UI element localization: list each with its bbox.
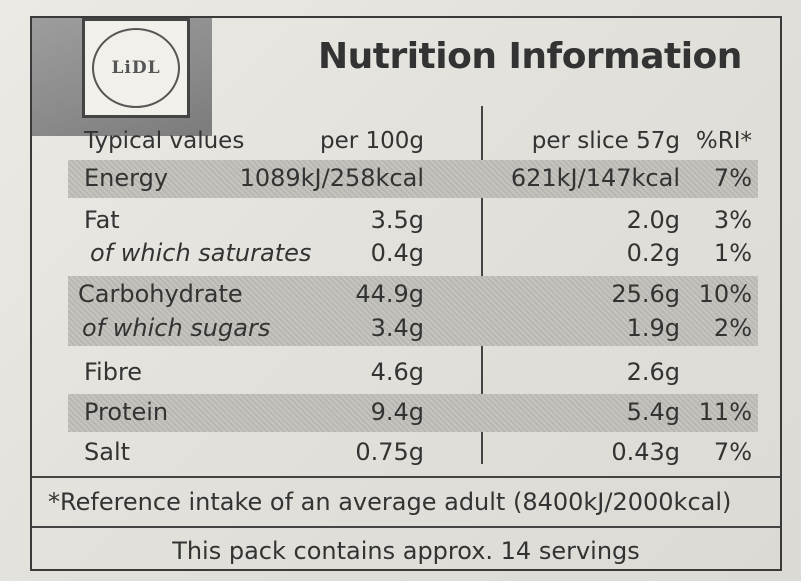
row-per-slice: 5.4g <box>626 398 680 426</box>
header-per-100g: per 100g <box>319 128 424 154</box>
nutrition-table: Typical values per 100g per slice 57g %R… <box>68 106 758 484</box>
table-row-carbohydrate: Carbohydrate 44.9g 25.6g 10% <box>68 276 758 346</box>
row-label: Salt <box>84 438 131 466</box>
row-label: Protein <box>84 398 169 426</box>
row-label: of which saturates <box>90 239 312 267</box>
table-row-sugars: of which sugars 3.4g 1.9g 2% <box>68 310 758 348</box>
row-per-slice: 1.9g <box>626 314 680 342</box>
row-label: Carbohydrate <box>78 280 243 308</box>
row-ri: 10% <box>698 280 752 308</box>
lidl-logo: LiDL <box>82 18 190 118</box>
table-header-row: Typical values per 100g per slice 57g %R… <box>68 124 758 162</box>
row-label: Fibre <box>84 358 143 386</box>
row-label: Energy <box>84 164 169 192</box>
row-per-slice: 2.6g <box>626 358 680 386</box>
servings-text: This pack contains approx. 14 servings <box>172 536 640 565</box>
row-label: Fat <box>84 206 120 234</box>
logo-panel: LiDL <box>32 18 212 136</box>
row-per-100g: 3.4g <box>370 314 424 342</box>
row-per-100g: 0.75g <box>355 438 424 466</box>
table-row-fibre: Fibre 4.6g 2.6g <box>68 354 758 392</box>
table-row-fat: Fat 3.5g 2.0g 3% <box>68 202 758 240</box>
page-title: Nutrition Information <box>318 35 742 77</box>
row-ri: 7% <box>713 164 752 192</box>
logo-text: LiDL <box>111 58 161 78</box>
table-row-protein: Protein 9.4g 5.4g 11% <box>68 394 758 432</box>
logo-circle: LiDL <box>92 28 180 108</box>
row-per-slice: 25.6g <box>611 280 680 308</box>
row-ri: 1% <box>713 239 752 267</box>
row-per-100g: 3.5g <box>370 206 424 234</box>
row-ri: 7% <box>713 438 752 466</box>
row-per-slice: 2.0g <box>626 206 680 234</box>
row-per-100g: 44.9g <box>355 280 424 308</box>
header-per-slice: per slice 57g <box>531 128 680 154</box>
title-bar: Nutrition Information <box>212 18 780 94</box>
row-ri: 2% <box>713 314 752 342</box>
table-row-salt: Salt 0.75g 0.43g 7% <box>68 434 758 472</box>
row-per-slice: 0.43g <box>611 438 680 466</box>
row-per-100g: 1089kJ/258kcal <box>239 164 424 192</box>
servings-note: This pack contains approx. 14 servings <box>32 526 780 573</box>
footnote-text: *Reference intake of an average adult (8… <box>48 488 732 516</box>
table-row-energy: Energy 1089kJ/258kcal 621kJ/147kcal 7% <box>68 160 758 198</box>
row-per-100g: 4.6g <box>370 358 424 386</box>
row-per-100g: 9.4g <box>370 398 424 426</box>
row-ri: 11% <box>698 398 752 426</box>
reference-intake-footnote: *Reference intake of an average adult (8… <box>32 476 780 526</box>
header-ri: %RI* <box>695 128 752 154</box>
row-per-slice: 0.2g <box>626 239 680 267</box>
row-per-100g: 0.4g <box>370 239 424 267</box>
row-per-slice: 621kJ/147kcal <box>510 164 680 192</box>
nutrition-panel: LiDL Nutrition Information Typical value… <box>30 16 782 571</box>
row-ri: 3% <box>713 206 752 234</box>
table-row-saturates: of which saturates 0.4g 0.2g 1% <box>68 235 758 273</box>
row-label: of which sugars <box>82 314 271 342</box>
header-typical-values: Typical values <box>84 128 245 154</box>
